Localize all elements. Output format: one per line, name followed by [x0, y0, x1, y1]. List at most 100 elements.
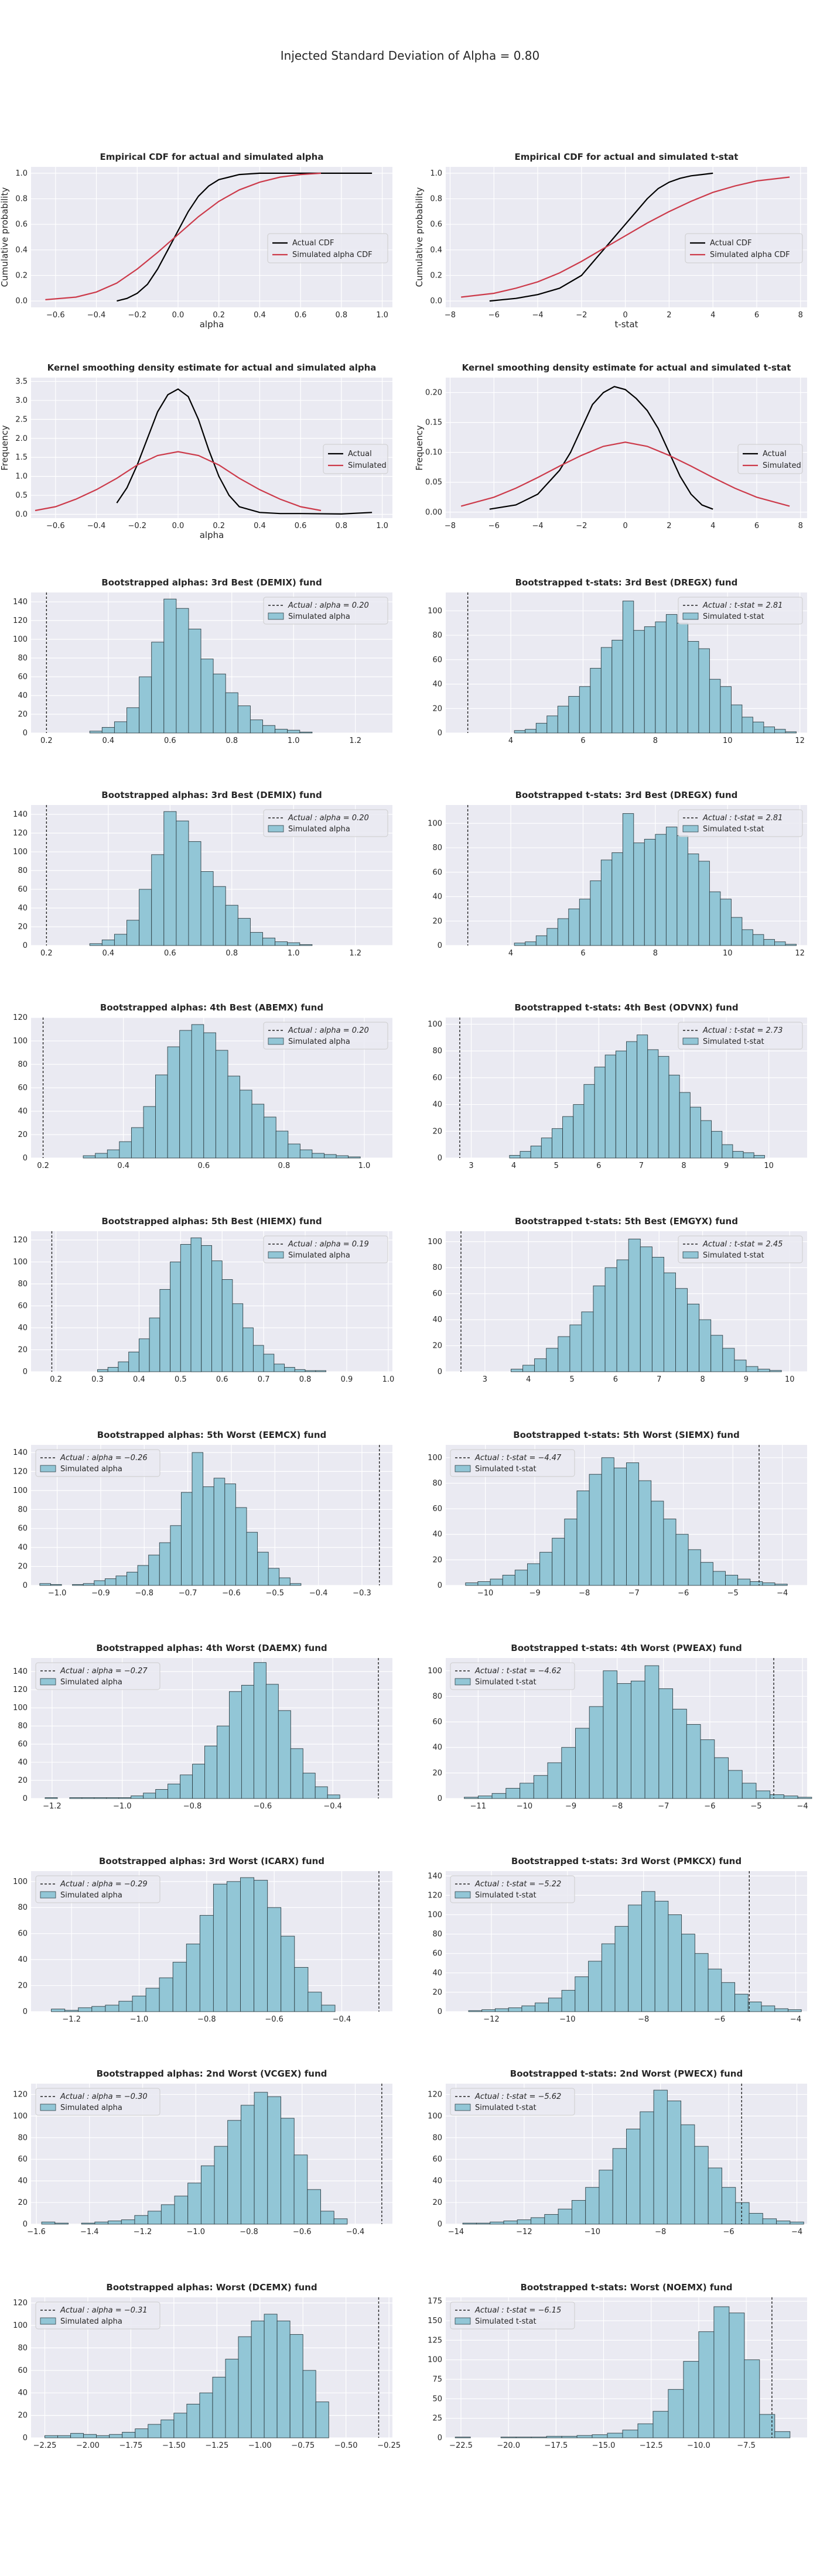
- x-tick-label: −0.4: [346, 2228, 365, 2236]
- histogram-bar: [268, 1568, 280, 1586]
- x-tick-label: −4: [791, 2228, 802, 2236]
- histogram-bar: [788, 2009, 802, 2012]
- x-tick-label: −8: [445, 522, 456, 530]
- histogram-bar: [508, 2007, 522, 2012]
- histogram-bar: [558, 1336, 570, 1372]
- histogram-bar: [700, 1739, 715, 1799]
- histogram-bar: [287, 942, 300, 946]
- legend-swatch-simulated: [682, 825, 699, 833]
- histogram-bar: [730, 704, 743, 734]
- y-tick-label: 60: [18, 2155, 28, 2164]
- histogram-bar: [276, 2320, 291, 2438]
- histogram-bar: [254, 2092, 268, 2225]
- x-tick-label: −1.6: [27, 2228, 46, 2236]
- y-tick-label: 1.0: [15, 472, 28, 481]
- legend-label: Actual: [763, 450, 787, 458]
- histogram-bar: [585, 2187, 600, 2225]
- histogram-bar: [628, 1238, 641, 1372]
- x-tick-label: 0.8: [278, 1162, 291, 1170]
- x-tick-label: 2: [667, 522, 671, 530]
- y-tick-label: 1.0: [15, 169, 28, 178]
- x-tick-label: 0.6: [295, 522, 307, 530]
- x-tick-label: −12.5: [640, 2441, 663, 2450]
- x-tick-label: −10: [559, 2015, 575, 2024]
- legend: Actual : alpha = −0.27 Simulated alpha: [35, 1662, 160, 1690]
- x-tick-label: −12: [516, 2228, 532, 2236]
- histogram-bar: [107, 1367, 119, 1372]
- histogram-bar: [689, 1107, 701, 1159]
- subplot-21: −2.25 −2.00 −1.75 −1.50 −1.25 −1.00 −0.75 −0.50…: [13, 2282, 401, 2450]
- histogram-bar: [500, 2437, 517, 2438]
- x-tick-label: −2: [576, 522, 587, 530]
- histogram-bar: [160, 2419, 175, 2438]
- histogram-bar: [611, 852, 623, 946]
- y-tick-label: 100: [13, 1878, 28, 1886]
- histogram-bar: [579, 686, 591, 734]
- x-tick-label: −9: [529, 1589, 541, 1598]
- x-tick-label: −6: [723, 2228, 734, 2236]
- histogram-bar: [514, 943, 526, 946]
- y-tick-label: 40: [18, 1107, 28, 1116]
- histogram-bar: [167, 1046, 180, 1159]
- histogram-bar: [159, 1289, 171, 1372]
- histogram-bar: [481, 2009, 496, 2012]
- histogram-bar: [742, 1783, 757, 1799]
- histogram-bar: [78, 2007, 93, 2012]
- y-tick-label: 20: [18, 923, 28, 931]
- x-tick-label: 3: [469, 1162, 473, 1170]
- y-tick-label: 60: [432, 1290, 442, 1299]
- series-line-actual: [489, 386, 713, 510]
- legend-label-actual: Actual : alpha = 0.20: [288, 1026, 369, 1035]
- subplot-20: −14 −12 −10 −8 −6 −4 0 20 40 60 80 100 120 Bootstrapp…: [428, 2068, 807, 2236]
- histogram-bar: [281, 1936, 295, 2012]
- subplot-title: Bootstrapped t-stats: 4th Best (ODVNX) f…: [514, 1002, 738, 1013]
- histogram-bar: [139, 676, 152, 734]
- histogram-bar: [155, 1074, 168, 1159]
- histogram-bar: [465, 1582, 479, 1586]
- y-tick-label: 3.0: [15, 396, 28, 405]
- histogram-bar: [224, 1484, 236, 1586]
- legend-label: Simulated: [348, 461, 387, 470]
- subplot-11: 0.2 0.3 0.4 0.5 0.6 0.7 0.8 0.9 1.0 0 20 40 60 80 100 1…: [13, 1216, 394, 1384]
- legend-label-actual: Actual : alpha = 0.20: [288, 814, 369, 823]
- histogram-bar: [633, 630, 645, 734]
- histogram-bar: [531, 2217, 545, 2225]
- x-tick-label: 6: [580, 949, 585, 958]
- legend-swatch-simulated: [268, 612, 284, 620]
- legend-box: [263, 1235, 388, 1263]
- x-tick-label: 0.4: [254, 522, 266, 530]
- histogram-bar: [747, 2001, 762, 2012]
- x-tick-label: 0.6: [164, 949, 176, 958]
- histogram-bar: [675, 1534, 689, 1586]
- histogram-bar: [293, 2154, 308, 2225]
- x-tick-label: 10: [764, 1162, 774, 1170]
- histogram-bar: [267, 2096, 281, 2225]
- y-axis-label: Cumulative probability: [414, 187, 425, 287]
- histogram-bar: [279, 1577, 291, 1586]
- histogram-bar: [783, 1796, 798, 1799]
- y-tick-label: 40: [18, 691, 28, 700]
- x-tick-label: −1.00: [248, 2441, 272, 2450]
- histogram-bar: [225, 905, 238, 946]
- histogram-bar: [122, 2431, 136, 2438]
- x-tick-label: −1.0: [186, 2228, 205, 2236]
- histogram-bar: [232, 1303, 244, 1372]
- histogram-bar: [568, 908, 580, 946]
- x-tick-label: 0.6: [216, 1375, 228, 1384]
- y-tick-label: 80: [432, 844, 442, 852]
- legend-swatch-simulated: [455, 1891, 471, 1899]
- histogram-bar: [188, 628, 201, 734]
- y-tick-label: 60: [432, 1505, 442, 1513]
- y-tick-label: 1.5: [15, 453, 28, 462]
- histogram-bar: [633, 842, 645, 946]
- histogram-bar: [278, 1710, 291, 1799]
- x-tick-label: −0.4: [323, 1802, 342, 1811]
- x-tick-label: −0.4: [333, 2015, 351, 2024]
- histogram-bar: [725, 1575, 739, 1586]
- histogram-bar: [237, 918, 251, 946]
- x-tick-label: 10: [723, 737, 733, 745]
- y-tick-label: 100: [13, 2321, 28, 2330]
- histogram-bar: [588, 1961, 602, 2012]
- legend-label-actual: Actual : t-stat = 2.81: [702, 814, 783, 823]
